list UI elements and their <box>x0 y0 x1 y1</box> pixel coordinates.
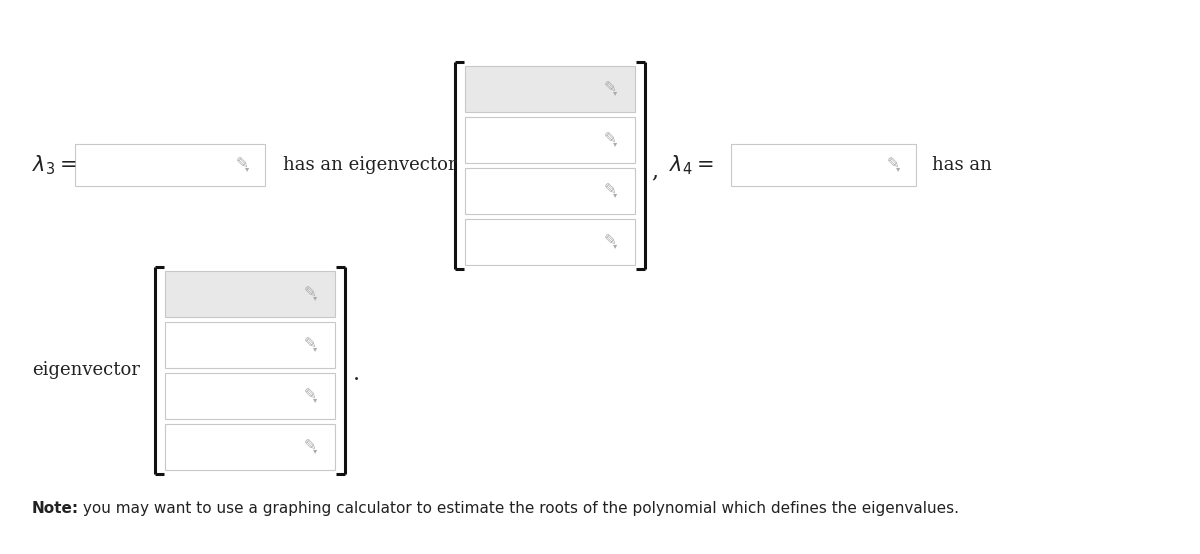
Text: ▾: ▾ <box>895 165 900 173</box>
Text: ✎: ✎ <box>304 285 316 300</box>
Text: $\lambda_4 =$: $\lambda_4 =$ <box>670 153 714 177</box>
Text: has an eigenvector: has an eigenvector <box>283 156 456 174</box>
Text: ✎: ✎ <box>304 336 316 351</box>
Text: ▾: ▾ <box>612 139 617 148</box>
Bar <box>466 218 635 264</box>
Text: ✎: ✎ <box>604 131 616 146</box>
Text: ,: , <box>650 160 658 182</box>
Text: ▾: ▾ <box>312 446 317 455</box>
Bar <box>731 144 916 186</box>
Text: eigenvector: eigenvector <box>32 361 140 379</box>
Text: ✎: ✎ <box>235 156 248 171</box>
Text: ✎: ✎ <box>604 233 616 248</box>
Bar <box>466 167 635 213</box>
Text: $\lambda_3 =$: $\lambda_3 =$ <box>32 153 77 177</box>
Text: ✎: ✎ <box>887 156 899 171</box>
Bar <box>466 65 635 111</box>
Text: ✎: ✎ <box>304 387 316 402</box>
Text: ▾: ▾ <box>245 165 248 173</box>
Text: ▾: ▾ <box>312 344 317 353</box>
Text: ▾: ▾ <box>312 293 317 302</box>
Bar <box>166 270 335 316</box>
Text: ✎: ✎ <box>604 182 616 197</box>
Bar <box>166 372 335 418</box>
Text: Note:: Note: <box>32 501 79 516</box>
Bar <box>166 321 335 367</box>
Text: .: . <box>353 363 360 385</box>
Text: ✎: ✎ <box>604 80 616 95</box>
Text: ▾: ▾ <box>312 395 317 404</box>
Bar <box>74 144 265 186</box>
Bar <box>466 116 635 162</box>
Text: ▾: ▾ <box>612 88 617 97</box>
Text: ▾: ▾ <box>612 190 617 199</box>
Text: ▾: ▾ <box>612 241 617 250</box>
Bar <box>166 423 335 469</box>
Text: has an: has an <box>932 156 992 174</box>
Text: ✎: ✎ <box>304 438 316 453</box>
Text: you may want to use a graphing calculator to estimate the roots of the polynomia: you may want to use a graphing calculato… <box>78 501 959 516</box>
